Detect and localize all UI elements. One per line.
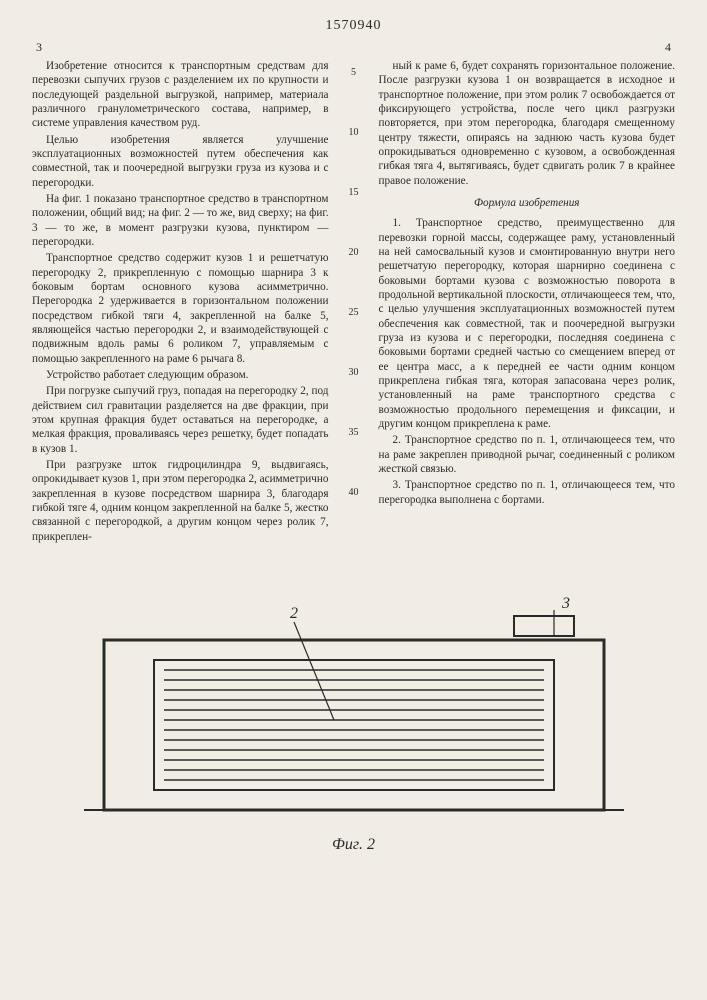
body-paragraph: Целью изобретения является улучшение экс… (32, 133, 329, 190)
claim-paragraph: 3. Транспортное средство по п. 1, отлича… (379, 478, 676, 507)
patent-page: 1570940 3 4 Изобретение относится к тран… (0, 0, 707, 1000)
line-number: 35 (347, 427, 361, 440)
claims-heading: Формула изобретения (379, 196, 676, 210)
right-column: ный к раме 6, будет сохранять горизонтал… (379, 59, 676, 546)
svg-text:3: 3 (561, 595, 570, 612)
line-number: 20 (347, 247, 361, 260)
line-number: 5 (347, 67, 361, 80)
body-paragraph: На фиг. 1 показано транспортное средство… (32, 192, 329, 249)
figure-caption: Фиг. 2 (32, 836, 675, 854)
body-paragraph: Изобретение относится к транспортным сре… (32, 59, 329, 131)
claim-paragraph: 1. Транспортное средство, преимущественн… (379, 216, 676, 431)
line-number: 10 (347, 127, 361, 140)
left-page-number: 3 (36, 40, 42, 55)
body-paragraph: При погрузке сыпучий груз, попадая на пе… (32, 384, 329, 456)
line-number: 40 (347, 487, 361, 500)
document-number: 1570940 (32, 18, 675, 34)
right-page-number: 4 (665, 40, 671, 55)
line-number-gutter: 5 10 15 20 25 30 35 40 (347, 59, 361, 546)
body-paragraph: Транспортное средство содержит кузов 1 и… (32, 251, 329, 366)
line-number: 15 (347, 187, 361, 200)
body-paragraph: Устройство работает следующим образом. (32, 368, 329, 382)
left-column: Изобретение относится к транспортным сре… (32, 59, 329, 546)
line-number: 30 (347, 367, 361, 380)
body-paragraph: При разгрузке шток гидроцилиндра 9, выдв… (32, 458, 329, 544)
figure-2-svg: 32 (84, 570, 624, 830)
svg-text:2: 2 (290, 605, 298, 622)
body-paragraph: ный к раме 6, будет сохранять горизонтал… (379, 59, 676, 188)
text-columns: Изобретение относится к транспортным сре… (32, 59, 675, 546)
figure-2: 32 Фиг. 2 (32, 570, 675, 854)
claim-paragraph: 2. Транспортное средство по п. 1, отлича… (379, 433, 676, 476)
column-page-numbers: 3 4 (32, 40, 675, 55)
line-number: 25 (347, 307, 361, 320)
